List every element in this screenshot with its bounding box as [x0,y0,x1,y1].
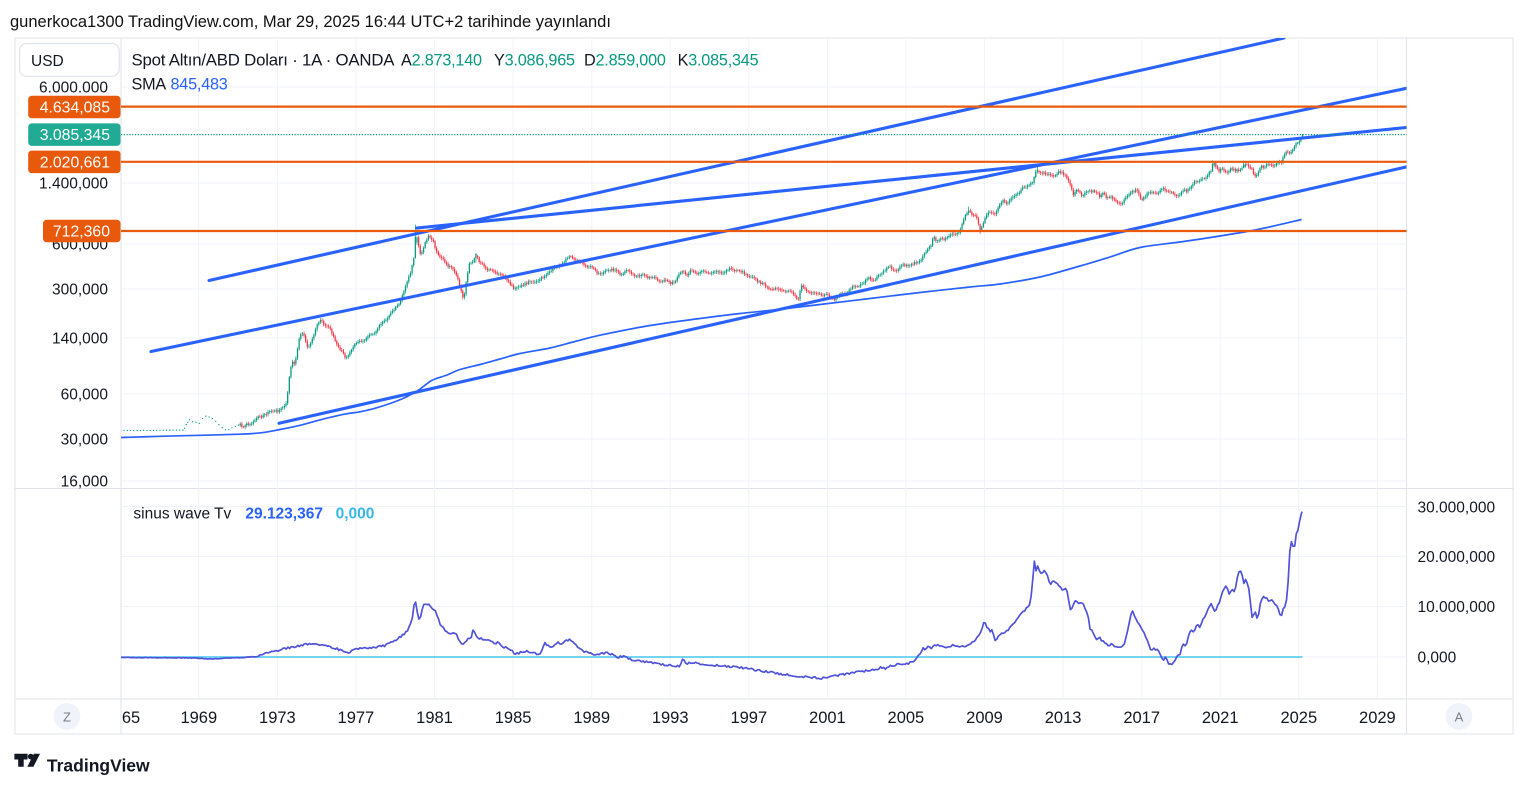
svg-text:1977: 1977 [338,709,375,727]
svg-text:2.020,661: 2.020,661 [40,154,110,171]
svg-text:2017: 2017 [1123,709,1160,727]
svg-text:1993: 1993 [652,709,689,727]
svg-text:2029: 2029 [1359,709,1396,727]
svg-text:30,000: 30,000 [61,432,109,449]
svg-text:A2.873,140: A2.873,140 [401,52,482,70]
svg-text:300,000: 300,000 [52,282,108,299]
svg-text:2013: 2013 [1045,709,1082,727]
svg-text:10.000,000: 10.000,000 [1418,599,1496,616]
svg-text:2021: 2021 [1202,709,1239,727]
svg-text:2005: 2005 [888,709,925,727]
svg-text:20.000,000: 20.000,000 [1418,549,1496,566]
svg-text:2001: 2001 [809,709,846,727]
svg-text:4.634,085: 4.634,085 [40,100,110,117]
svg-text:1973: 1973 [259,709,296,727]
svg-text:D2.859,000: D2.859,000 [584,52,666,70]
svg-text:TradingView: TradingView [47,756,150,776]
svg-text:712,360: 712,360 [53,224,110,241]
svg-text:2025: 2025 [1280,709,1317,727]
svg-text:USD: USD [31,53,64,70]
svg-text:2009: 2009 [966,709,1003,727]
svg-text:gunerkoca1300 TradingView.com,: gunerkoca1300 TradingView.com, Mar 29, 2… [10,13,611,31]
svg-text:6.000.000: 6.000.000 [39,80,108,97]
svg-text:29.123,367: 29.123,367 [245,506,323,523]
svg-text:sinus wave Tv: sinus wave Tv [133,506,231,523]
svg-text:0,000: 0,000 [1418,650,1457,667]
svg-text:K3.085,345: K3.085,345 [678,52,759,70]
svg-text:Spot Altın/ABD Doları · 1A · O: Spot Altın/ABD Doları · 1A · OANDA [132,51,396,70]
svg-text:30.000,000: 30.000,000 [1418,500,1496,517]
svg-text:A: A [1455,710,1464,725]
svg-text:65: 65 [122,709,140,727]
svg-text:16,000: 16,000 [61,474,109,491]
svg-text:845,483: 845,483 [171,75,228,93]
svg-text:1997: 1997 [730,709,767,727]
svg-text:3.085,345: 3.085,345 [40,127,110,144]
svg-text:60,000: 60,000 [61,387,109,404]
svg-text:SMA: SMA [132,75,167,93]
svg-text:1985: 1985 [495,709,532,727]
svg-text:0,000: 0,000 [336,506,375,523]
svg-text:1969: 1969 [180,709,217,727]
svg-text:Z: Z [63,710,71,725]
svg-text:1.400,000: 1.400,000 [39,176,108,193]
svg-text:Y3.086,965: Y3.086,965 [494,52,575,70]
svg-text:140,000: 140,000 [52,331,108,348]
svg-text:1989: 1989 [573,709,610,727]
svg-text:1981: 1981 [416,709,453,727]
